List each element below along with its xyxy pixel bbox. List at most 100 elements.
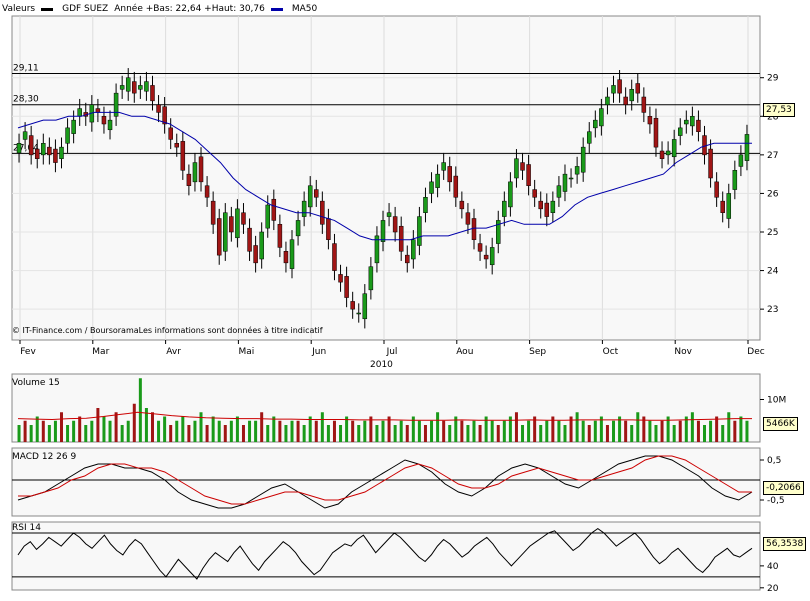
candle	[544, 202, 550, 217]
candle	[95, 108, 101, 113]
volume-bar	[357, 425, 361, 442]
volume-bar	[423, 425, 427, 442]
candle	[71, 119, 76, 134]
volume-bar	[624, 420, 628, 442]
candle	[386, 212, 392, 217]
candle	[732, 170, 738, 190]
volume-bar	[96, 408, 100, 442]
candle	[471, 218, 477, 240]
candle	[374, 235, 380, 264]
volume-bar	[41, 420, 45, 442]
volume-bar	[187, 425, 191, 442]
y-tick-label: 29	[767, 74, 779, 84]
year-label: 2010	[370, 360, 393, 370]
volume-bar	[284, 425, 288, 442]
candle	[690, 116, 695, 127]
candle	[526, 164, 531, 186]
volume-bar	[569, 416, 573, 442]
volume-bar	[302, 425, 306, 442]
volume-bar	[29, 425, 33, 442]
candle	[241, 212, 246, 225]
x-tick-label: Jun	[311, 347, 326, 357]
volume-bar	[320, 412, 324, 442]
macd-title: MACD 12 26 9	[12, 452, 77, 462]
candle	[144, 81, 149, 92]
candle	[380, 220, 386, 242]
candle	[617, 79, 622, 94]
volume-bar	[545, 420, 549, 442]
volume-bar	[696, 420, 700, 442]
volume-bar	[703, 425, 707, 442]
panel-frame-2	[11, 447, 761, 517]
candle	[726, 193, 732, 219]
volume-bar	[727, 412, 731, 442]
candle	[22, 131, 28, 140]
candle	[119, 85, 125, 90]
volume-bar	[581, 420, 585, 442]
volume-bar	[630, 425, 634, 442]
ma50-line	[17, 111, 752, 241]
candle	[229, 216, 234, 233]
candle	[405, 254, 410, 264]
volume-bar	[417, 420, 421, 442]
x-tick-label: Avr	[166, 347, 181, 357]
candle	[714, 181, 719, 198]
y-tick-label: 25	[767, 228, 778, 238]
candle	[174, 143, 180, 148]
volume-bar	[175, 420, 179, 442]
y-tick-label: 28	[767, 112, 779, 122]
candle	[708, 148, 713, 179]
candle	[320, 200, 325, 225]
candle	[580, 146, 586, 173]
volume-bar	[181, 416, 185, 442]
candle	[696, 119, 701, 132]
volume-bar	[144, 408, 148, 442]
y-tick-label: 23	[767, 305, 778, 315]
y-tick-label: 27	[767, 151, 778, 161]
volume-bar	[217, 420, 221, 442]
credit-text: © IT-Finance.com / BoursoramaLes informa…	[12, 326, 323, 335]
last-volume-label: 5466K	[763, 417, 798, 431]
x-tick-label: Dec	[747, 347, 764, 357]
candle	[295, 220, 301, 237]
candle	[356, 312, 361, 315]
candle	[204, 185, 210, 198]
volume-bar	[78, 416, 82, 442]
legend-label: Valeurs	[2, 4, 36, 14]
candle	[289, 239, 295, 269]
volume-bar	[575, 412, 579, 442]
candle	[210, 200, 216, 225]
volume-bar	[733, 420, 737, 442]
candle	[429, 181, 434, 194]
candle	[168, 127, 173, 140]
last-macd-label: -0,2066	[763, 481, 804, 495]
volume-bar	[430, 420, 434, 442]
volume-bar	[502, 420, 506, 442]
volume-bar	[533, 416, 537, 442]
candle	[332, 243, 337, 271]
volume-bar	[290, 420, 294, 442]
volume-bar	[478, 425, 482, 442]
volume-bar	[642, 416, 646, 442]
candle	[156, 104, 161, 113]
candle	[235, 208, 240, 239]
x-tick-label: Sep	[529, 347, 546, 357]
volume-bar	[199, 412, 203, 442]
macd-y-tick-label: 0,5	[767, 456, 781, 466]
candle	[186, 173, 192, 186]
candle	[162, 106, 167, 125]
candle	[307, 185, 313, 208]
volume-bar	[126, 420, 130, 442]
volume-bar	[150, 412, 154, 442]
rsi-line	[17, 527, 753, 580]
x-tick-label: Nov	[674, 347, 692, 357]
volume-bar	[684, 416, 688, 442]
candle	[483, 254, 489, 260]
candle	[107, 119, 113, 131]
volume-bar	[460, 420, 464, 442]
candle	[223, 212, 228, 252]
macd-signal-line	[18, 455, 752, 505]
volume-bar	[496, 425, 500, 442]
candle	[47, 146, 52, 156]
